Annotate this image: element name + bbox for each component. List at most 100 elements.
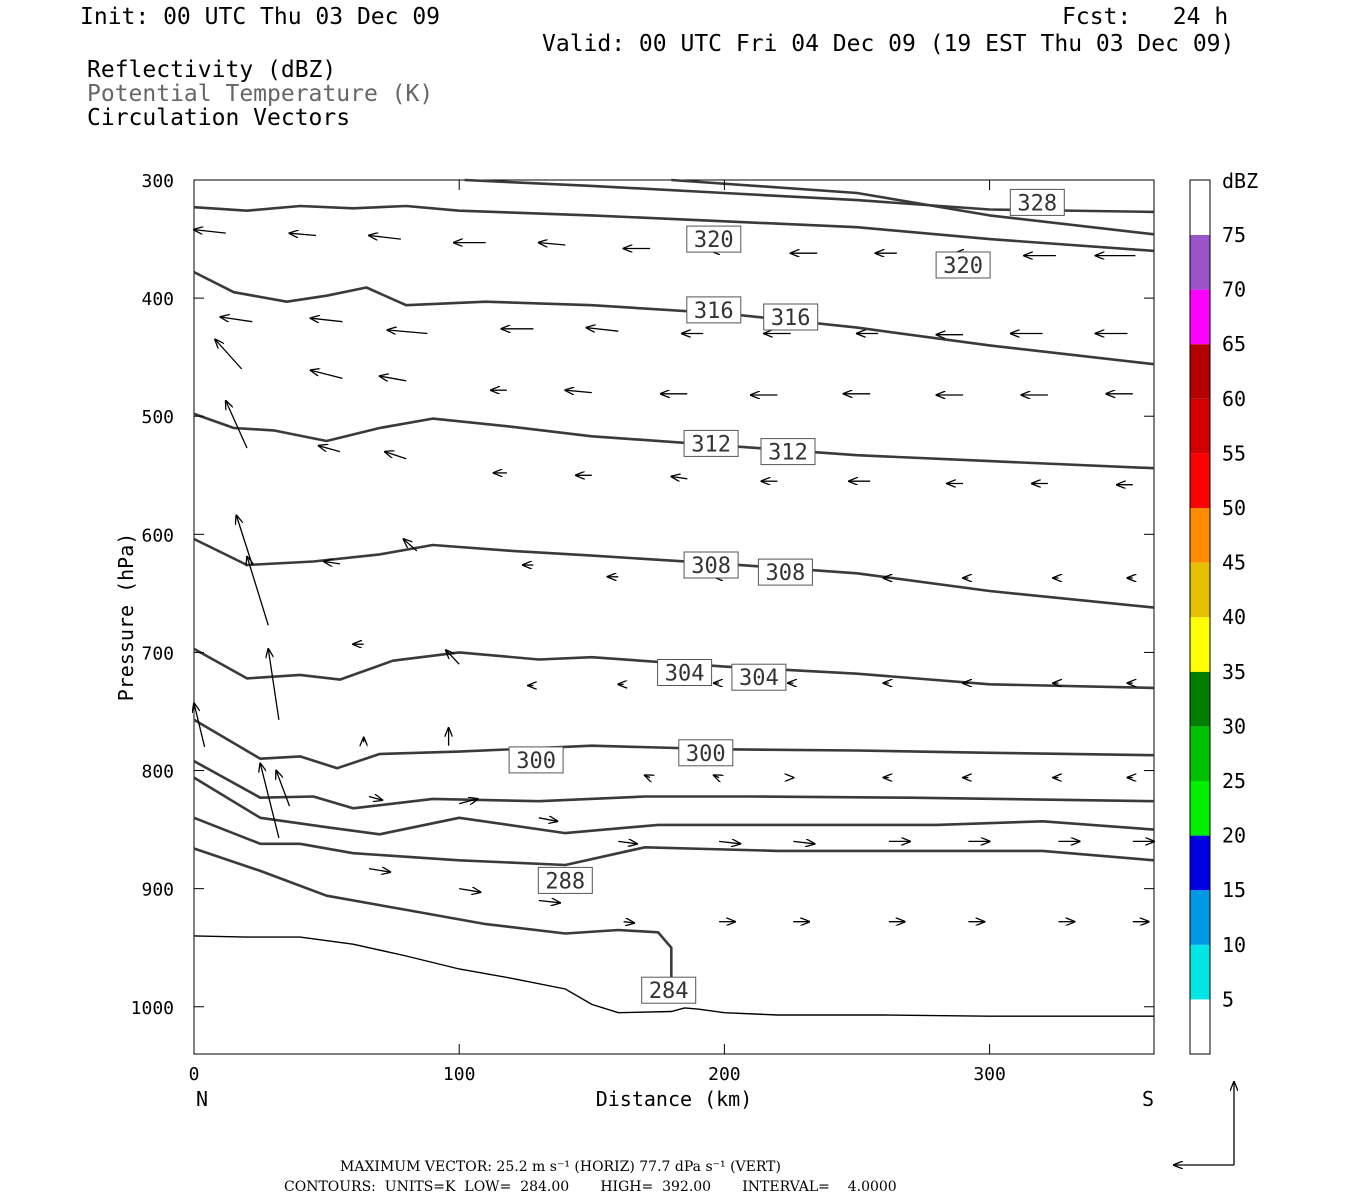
legend-swatch: [1190, 453, 1210, 508]
contour-label-box: [657, 659, 713, 686]
legend-value: 10: [1222, 933, 1246, 957]
contour-label: 284: [649, 979, 689, 1004]
circulation-vector: [226, 401, 248, 449]
legend-value: 35: [1222, 660, 1246, 684]
circulation-vector: [369, 236, 401, 240]
contour-label-box: [678, 739, 734, 767]
y-tick-label: 500: [141, 407, 174, 428]
legend-value: 50: [1222, 496, 1246, 520]
field-vectors-title: Circulation Vectors: [87, 105, 351, 131]
y-tick-label: 400: [141, 289, 174, 310]
circulation-vector: [623, 922, 635, 923]
contour-label: 320: [694, 228, 734, 253]
circulation-vector: [194, 230, 226, 234]
contour-label: 300: [686, 742, 726, 767]
contour-label-box: [731, 663, 787, 691]
isentrope-line: [193, 816, 1155, 867]
contour-label: 312: [691, 432, 731, 457]
contour-label: 328: [1017, 191, 1057, 216]
circulation-vector: [539, 243, 566, 245]
y-tick-label: 700: [141, 643, 174, 664]
valid-time: Valid: 00 UTC Fri 04 Dec 09 (19 EST Thu …: [542, 31, 1235, 57]
legend-swatch: [1190, 562, 1210, 618]
terrain-line: [193, 935, 1154, 1017]
footer-contours: CONTOURS: UNITS=K LOW= 284.00 HIGH= 392.…: [284, 1179, 897, 1195]
circulation-vector: [565, 390, 592, 392]
init-time: Init: 00 UTC Thu 03 Dec 09: [80, 4, 441, 30]
circulation-vector: [793, 841, 814, 843]
legend-value: 65: [1222, 332, 1246, 356]
contour-label-box: [763, 303, 819, 331]
legend-swatch: [1190, 508, 1210, 563]
isentrope-line: [193, 537, 1155, 609]
circulation-vector: [260, 764, 280, 839]
circulation-vector: [618, 841, 637, 843]
circulation-vector: [388, 330, 428, 334]
x-left-end-label: N: [196, 1087, 208, 1111]
x-right-end-label: S: [1142, 1087, 1154, 1111]
contour-label-box: [686, 225, 742, 253]
isentrope-line: [193, 718, 1155, 770]
circulation-vector: [215, 340, 243, 370]
y-tick-label: 900: [141, 880, 174, 901]
reference-vector: [1174, 1082, 1234, 1165]
legend-swatch: [1190, 944, 1210, 1000]
isentrope-line: [671, 178, 1155, 236]
x-tick-label: 300: [973, 1064, 1006, 1085]
circulation-vector: [221, 317, 253, 323]
contour-label: 308: [766, 561, 806, 586]
circulation-vector: [324, 562, 340, 564]
legend-swatch: [1190, 890, 1210, 945]
y-axis-title: Pressure (hPa): [114, 533, 138, 702]
circulation-vector: [645, 775, 650, 777]
x-tick-label: 200: [708, 1064, 741, 1085]
y-tick-label: 300: [141, 171, 174, 192]
circulation-vector: [459, 799, 478, 804]
contour-label-box: [537, 866, 593, 894]
legend-swatch: [1190, 999, 1210, 1054]
circulation-vector: [719, 841, 740, 843]
x-tick-label: 0: [189, 1064, 200, 1085]
circulation-vector: [538, 901, 560, 903]
circulation-vector: [714, 775, 719, 777]
contour-label-box: [1009, 188, 1065, 216]
legend-frame: [1189, 179, 1211, 1055]
footer-max-vector: MAXIMUM VECTOR: 25.2 m s⁻¹ (HORIZ) 77.7 …: [340, 1159, 781, 1175]
circulation-vector: [671, 477, 688, 479]
circulation-vector: [290, 233, 317, 235]
circulation-vector: [319, 446, 341, 453]
circulation-vector: [404, 539, 418, 552]
legend-swatch: [1190, 235, 1210, 290]
contour-label-box: [757, 558, 813, 586]
legend-swatch: [1190, 344, 1210, 399]
contour-label-box: [508, 746, 564, 774]
circulation-vector: [311, 318, 343, 322]
contour-label: 304: [739, 666, 779, 691]
legend-value: 30: [1222, 714, 1246, 738]
x-tick-label: 100: [443, 1064, 476, 1085]
legend-value: 75: [1222, 223, 1246, 247]
circulation-vector: [247, 557, 269, 626]
circulation-vector: [380, 376, 407, 381]
legend-swatch: [1190, 398, 1210, 454]
y-tick-label: 800: [141, 762, 174, 783]
legend-value: 20: [1222, 824, 1246, 848]
contour-label-box: [641, 976, 697, 1004]
field-theta-title: Potential Temperature (K): [87, 81, 434, 107]
circulation-vector: [311, 370, 343, 380]
contour-label: 312: [768, 441, 808, 466]
legend-swatch: [1190, 781, 1210, 836]
isentrope-line: [193, 270, 1155, 366]
isentrope-line: [193, 412, 1155, 470]
circulation-vector: [385, 452, 407, 460]
contour-label: 316: [694, 299, 734, 324]
forecast-hour: Fcst: 24 h: [1062, 4, 1229, 30]
legend-value: 25: [1222, 769, 1246, 793]
legend-title: dBZ: [1222, 169, 1258, 193]
legend-swatch: [1190, 617, 1210, 672]
y-tick-label: 1000: [131, 998, 174, 1019]
legend-value: 45: [1222, 551, 1246, 575]
legend-value: 5: [1222, 987, 1234, 1011]
legend-swatch: [1190, 835, 1210, 891]
